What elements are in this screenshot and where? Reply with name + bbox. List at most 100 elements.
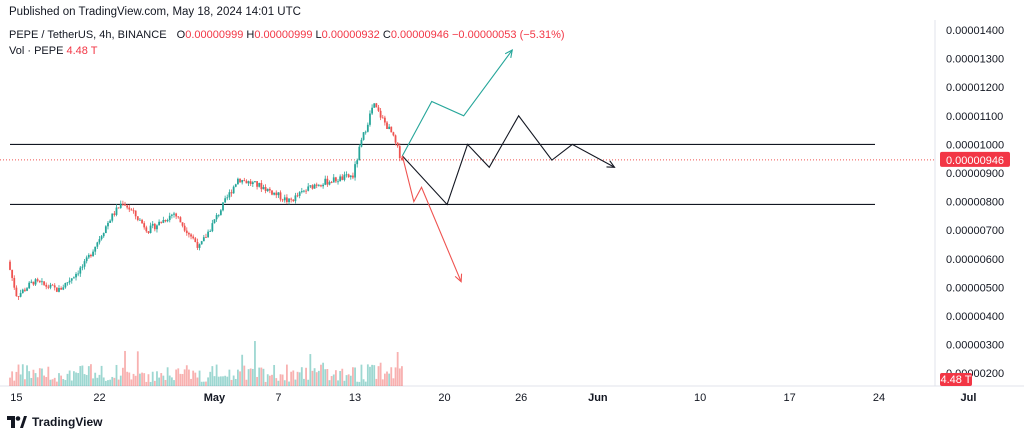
candle — [388, 124, 391, 130]
volume-bar — [143, 373, 146, 386]
candle — [377, 104, 380, 112]
candle — [164, 219, 167, 223]
candle — [26, 286, 28, 292]
candle — [196, 238, 199, 251]
candle — [45, 282, 48, 290]
candle-body — [371, 107, 373, 114]
candle-body — [247, 181, 250, 184]
volume-bar — [383, 373, 386, 386]
candle — [298, 191, 301, 199]
candle — [313, 183, 316, 189]
candle-body — [111, 213, 114, 221]
volume-bar — [49, 379, 52, 386]
candle-body — [153, 223, 156, 230]
candle — [53, 283, 56, 291]
candle-body — [26, 288, 28, 291]
tradingview-brand-text: TradingView — [32, 415, 103, 429]
volume-bar — [121, 367, 124, 386]
candle — [136, 216, 139, 222]
candle — [275, 190, 278, 199]
volume-bar — [24, 379, 26, 386]
candle — [179, 216, 182, 223]
x-tick-label: 10 — [694, 392, 706, 404]
candle — [173, 211, 175, 218]
candle — [168, 212, 171, 223]
projection-arrowhead-bearish — [454, 273, 463, 283]
candle-body — [177, 216, 180, 218]
candle — [111, 213, 114, 223]
candle-body — [286, 197, 288, 202]
candle — [230, 189, 233, 197]
price-axis[interactable]: 0.000002000.000003000.000004000.00000500… — [946, 25, 1004, 380]
candle-body — [211, 223, 214, 232]
low-label: L — [315, 29, 322, 41]
tradingview-logo[interactable]: TradingView — [7, 415, 102, 429]
candle — [219, 208, 222, 216]
volume-bar — [286, 364, 288, 386]
candle — [166, 218, 169, 223]
projection-path-neutral[interactable] — [401, 114, 615, 206]
volume-bar — [124, 350, 126, 386]
candle — [147, 230, 150, 234]
axis-badges: 0.00000946 4.48 T — [940, 151, 1010, 386]
volume-bar — [145, 381, 148, 386]
candle-body — [217, 214, 220, 216]
volume-bar — [281, 374, 284, 386]
candle — [309, 185, 312, 189]
candle-body — [226, 197, 229, 199]
volume-bar — [275, 378, 278, 386]
candle — [381, 115, 384, 119]
candle-body — [113, 213, 116, 215]
candle-body — [66, 282, 69, 284]
candle — [315, 182, 318, 189]
candle-body — [300, 191, 303, 193]
volume-bar — [128, 372, 131, 386]
candle — [162, 216, 165, 224]
volume-bar — [315, 372, 318, 386]
candle-body — [15, 287, 18, 297]
volume-bar — [90, 364, 92, 386]
candle-body — [358, 146, 361, 161]
candle — [202, 234, 205, 242]
candle — [83, 258, 86, 270]
candle-body — [183, 225, 186, 231]
candle — [60, 286, 63, 290]
volume-bar — [256, 376, 258, 386]
candle-body — [134, 210, 137, 217]
candle-body — [126, 205, 129, 208]
candle — [13, 275, 16, 290]
volume-bar — [324, 369, 327, 386]
candle-body — [209, 231, 212, 232]
volume-bar — [43, 375, 45, 386]
volume-bar — [364, 381, 367, 386]
candle-body — [324, 178, 327, 185]
candle-body — [34, 279, 37, 285]
candle — [119, 200, 122, 209]
candle — [322, 183, 325, 189]
projection-path-bullish[interactable] — [401, 49, 513, 157]
chart-grid — [0, 20, 1024, 387]
volume-bar — [226, 376, 229, 386]
volume-bar — [51, 379, 54, 386]
volume-bar — [192, 370, 195, 386]
volume-legend-row: Vol · PEPE 4.48 T — [9, 43, 565, 59]
volume-bar — [149, 381, 152, 386]
candle — [183, 223, 186, 233]
candle-body — [124, 203, 126, 206]
volume-bar — [341, 368, 344, 386]
time-axis[interactable]: 15 22 May 7 13 20 26 Jun 10 17 24 Jul — [10, 392, 976, 404]
candle-body — [243, 180, 246, 181]
volume-bar — [70, 380, 73, 386]
candle — [190, 233, 192, 240]
candle-body — [164, 219, 167, 222]
volume-bar — [290, 371, 293, 386]
candle — [156, 224, 158, 233]
candle — [79, 266, 82, 277]
candle-body — [117, 207, 120, 209]
volume-bar — [156, 371, 158, 386]
volume-label[interactable]: Vol · PEPE — [9, 45, 64, 57]
volume-bar — [232, 375, 235, 386]
symbol-title[interactable]: PEPE / TetherUS, 4h, BINANCE — [9, 29, 167, 41]
projection-path-bearish[interactable] — [401, 155, 462, 282]
